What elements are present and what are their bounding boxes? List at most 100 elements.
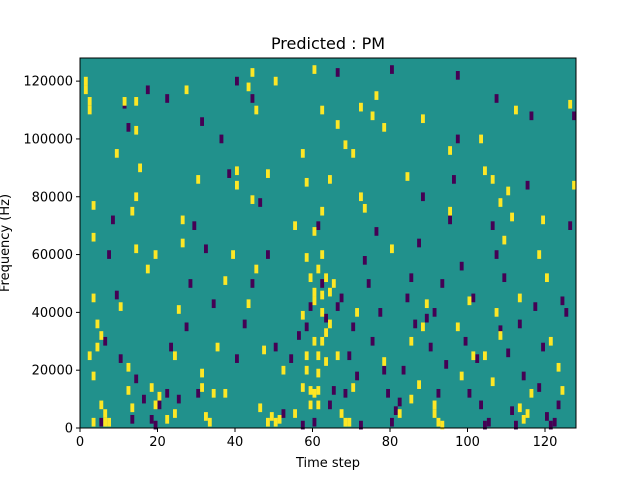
heatmap-cell-high xyxy=(95,319,100,329)
heatmap-cell-high xyxy=(417,380,421,389)
heatmap-cell-low xyxy=(235,76,239,86)
heatmap-cell-low xyxy=(397,397,402,407)
heatmap-cell-high xyxy=(370,111,375,121)
heatmap-cell-high xyxy=(269,412,274,421)
heatmap-cell-low xyxy=(331,386,336,395)
heatmap-cell-high xyxy=(316,400,321,410)
y-axis: 0 20000 40000 60000 80000 100000 120000 xyxy=(23,75,80,437)
heatmap-cell-high xyxy=(153,250,158,259)
heatmap-cell-high xyxy=(207,417,212,427)
heatmap-cell-low xyxy=(486,417,491,427)
heatmap-cell-low xyxy=(548,420,553,430)
heatmap-cell-low xyxy=(289,354,294,363)
heatmap-cell-high xyxy=(448,206,452,216)
heatmap-cell-high xyxy=(339,409,344,418)
heatmap-cell-low xyxy=(490,221,495,230)
heatmap-cell-high xyxy=(87,97,92,106)
plot-area xyxy=(80,58,576,428)
heatmap-cell-high xyxy=(494,308,499,317)
heatmap-cell-high xyxy=(556,362,561,372)
heatmap-cell-high xyxy=(316,264,321,274)
heatmap-cell-low xyxy=(444,360,449,369)
heatmap-cell-high xyxy=(432,409,437,418)
heatmap-cell-high xyxy=(455,322,460,332)
heatmap-cell-low xyxy=(572,111,576,121)
heatmap-cell-low xyxy=(440,279,445,288)
heatmap-cell-high xyxy=(165,414,170,424)
heatmap-cell-high xyxy=(145,264,150,274)
heatmap-cell-high xyxy=(343,140,348,150)
heatmap-cell-low xyxy=(393,406,398,415)
heatmap-cell-low xyxy=(335,302,340,311)
x-tick-label: 60 xyxy=(304,435,321,450)
heatmap-cell-high xyxy=(134,125,139,135)
heatmap-cell-high xyxy=(180,238,185,248)
heatmap-cell-low xyxy=(103,336,108,346)
heatmap-cell-high xyxy=(87,105,92,115)
heatmap-cell-high xyxy=(134,244,139,254)
y-tick-label: 0 xyxy=(65,422,73,437)
heatmap-cell-high xyxy=(328,319,332,329)
heatmap-cell-low xyxy=(370,336,375,346)
heatmap-cell-high xyxy=(335,351,340,361)
heatmap-cell-low xyxy=(455,71,460,80)
heatmap-cell-high xyxy=(390,244,394,254)
heatmap-cell-low xyxy=(467,388,472,398)
heatmap-cell-high xyxy=(134,97,139,106)
heatmap-cell-high xyxy=(312,296,317,306)
heatmap-cell-low xyxy=(324,313,328,323)
heatmap-cell-high xyxy=(83,76,88,86)
heatmap-cell-low xyxy=(339,293,344,303)
heatmap-cell-high xyxy=(517,403,522,413)
heatmap-cell-high xyxy=(490,377,495,387)
x-tick-label: 100 xyxy=(455,435,480,450)
y-tick-label: 100000 xyxy=(23,132,73,147)
heatmap-cell-high xyxy=(479,134,483,144)
heatmap-cell-low xyxy=(118,354,123,363)
x-tick-label: 80 xyxy=(382,435,399,450)
heatmap-cell-high xyxy=(312,336,317,346)
heatmap-cell-high xyxy=(211,388,216,398)
heatmap-cell-low xyxy=(134,374,139,384)
heatmap-cell-low xyxy=(169,342,173,352)
heatmap-cell-low xyxy=(242,319,247,329)
heatmap-cell-high xyxy=(517,293,522,303)
heatmap-cell-low xyxy=(297,331,301,340)
heatmap-cell-low xyxy=(525,180,530,190)
heatmap-cell-high xyxy=(196,175,201,184)
heatmap-cell-high xyxy=(424,299,429,309)
heatmap-cell-low xyxy=(537,383,542,392)
heatmap-cell-high xyxy=(223,276,228,285)
heatmap-cell-low xyxy=(479,400,483,410)
heatmap-cell-high xyxy=(91,293,96,303)
heatmap-cell-high xyxy=(200,368,204,378)
heatmap-cell-low xyxy=(114,290,119,300)
heatmap-cell-low xyxy=(355,371,359,381)
heatmap-cell-high xyxy=(440,420,445,430)
heatmap-cell-low xyxy=(521,371,526,381)
heatmap-cell-high xyxy=(545,273,549,283)
heatmap-cell-low xyxy=(188,279,193,288)
heatmap-cell-high xyxy=(328,175,332,184)
heatmap-cell-low xyxy=(184,322,189,332)
heatmap-cell-high xyxy=(490,175,495,184)
heatmap-cell-low xyxy=(196,388,201,398)
heatmap-cell-low xyxy=(455,134,460,144)
heatmap-cell-low xyxy=(165,388,170,398)
heatmap-cell-low xyxy=(452,175,456,184)
heatmap-cell-high xyxy=(99,400,104,410)
heatmap-cell-high xyxy=(382,123,387,132)
heatmap-cell-high xyxy=(308,386,313,395)
heatmap-cell-high xyxy=(316,386,321,395)
heatmap-cell-high xyxy=(304,351,309,361)
heatmap-cell-high xyxy=(266,169,270,178)
heatmap-cell-high xyxy=(560,386,565,395)
heatmap-cell-low xyxy=(502,273,507,283)
heatmap-cell-high xyxy=(320,290,325,300)
heatmap-cell-high xyxy=(153,400,158,410)
heatmap-cell-low xyxy=(273,342,278,352)
heatmap-cell-high xyxy=(304,177,309,187)
heatmap-cell-low xyxy=(386,388,390,398)
y-tick-label: 20000 xyxy=(32,364,73,379)
heatmap-cell-low xyxy=(153,420,158,430)
